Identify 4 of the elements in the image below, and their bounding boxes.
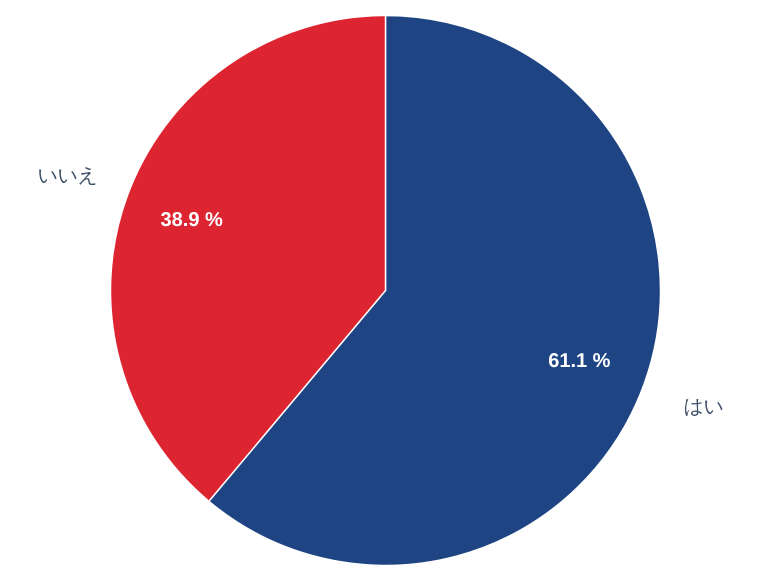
data-label: 61.1 % [548, 350, 611, 372]
slice-label: はい [683, 394, 724, 418]
slice-label: いいえ [38, 162, 98, 187]
data-label: 38.9 % [160, 209, 224, 232]
